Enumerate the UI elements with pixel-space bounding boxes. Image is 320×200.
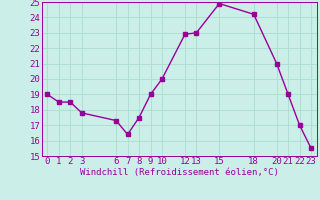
X-axis label: Windchill (Refroidissement éolien,°C): Windchill (Refroidissement éolien,°C): [80, 168, 279, 177]
